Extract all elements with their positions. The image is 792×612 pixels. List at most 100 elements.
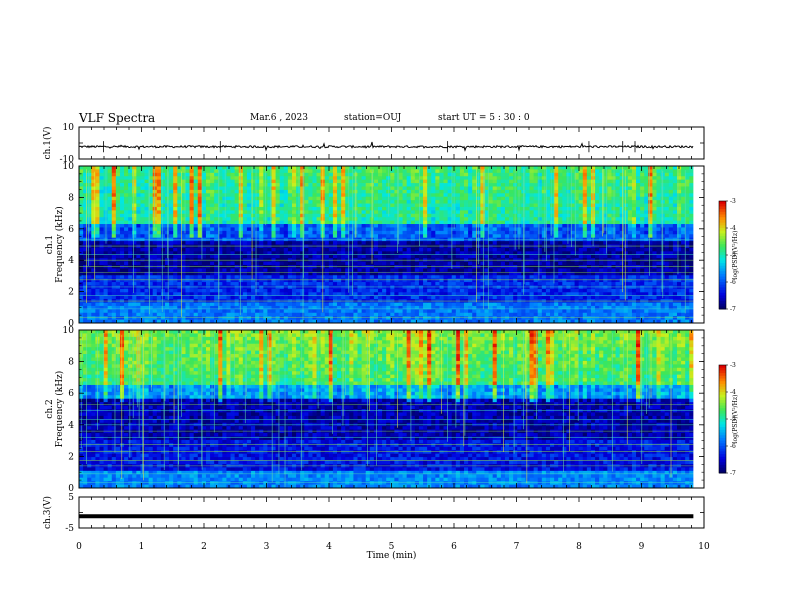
spectrogram-cell [373, 206, 379, 211]
spectrogram-cell [402, 316, 408, 320]
spectrogram-cell [398, 264, 403, 269]
spectrogram-cell [472, 241, 477, 245]
spectrogram-cell [210, 305, 215, 310]
spectrogram-cell [337, 282, 342, 286]
spectrogram-cell [144, 169, 150, 174]
spectrogram-cell [173, 271, 178, 276]
spectrogram-cell [308, 292, 313, 297]
spectrogram-cell [267, 220, 272, 225]
spectrogram-cell [492, 302, 498, 307]
spectrogram-cell [406, 247, 412, 252]
spectrogram-cell [316, 264, 322, 269]
spectrogram-cell [378, 264, 383, 269]
spectrogram-cell [255, 234, 260, 239]
spectrogram-cell [99, 268, 104, 273]
spectrogram-cell [279, 227, 285, 232]
spectrogram-cell [271, 285, 276, 290]
spectrogram-cell [439, 282, 444, 286]
spectrogram-cell [132, 247, 137, 252]
spectrogram-cell [259, 169, 264, 174]
spectrogram-cell [361, 295, 367, 300]
spectrogram-cell [496, 316, 502, 320]
spectrogram-cell [193, 169, 199, 174]
spectrogram-cell [357, 196, 363, 201]
spectrogram-cell [95, 217, 100, 222]
spectrogram-cell [148, 244, 154, 249]
spectrogram-cell [427, 295, 432, 300]
spectrogram-cell [91, 210, 96, 215]
spectrogram-cell [435, 278, 440, 283]
spectrogram-cell [472, 292, 477, 297]
spectrogram-cell [259, 251, 264, 256]
spectrogram-cell [418, 196, 424, 201]
spectrogram-cell [83, 193, 88, 198]
spectrogram-cell [373, 264, 379, 269]
spectrogram-cell [83, 244, 88, 249]
spectrogram-cell [124, 319, 129, 324]
spectrogram-cell [509, 206, 514, 211]
spectrogram-cell [443, 220, 449, 225]
spectrogram-cell [300, 268, 305, 273]
spectrogram-cell [361, 278, 367, 283]
spectrogram-cell [324, 316, 330, 320]
spectrogram-cell [357, 275, 363, 280]
spectrogram-cell [328, 282, 334, 286]
spectrogram-cell [390, 220, 395, 225]
spectrogram-cell [345, 288, 350, 293]
spectrogram-cell [349, 264, 354, 269]
spectrogram-cell [406, 285, 412, 290]
spectrogram-cell [242, 203, 248, 208]
spectrogram-cell [185, 206, 190, 211]
spectrogram-cell [115, 220, 121, 225]
spectrogram-cell [177, 278, 182, 283]
spectrogram-cell [115, 196, 121, 201]
spectrogram-cell [107, 247, 113, 252]
spectrogram-cell [259, 196, 264, 201]
spectrogram-cell [99, 172, 104, 177]
spectrogram-cell [242, 193, 248, 198]
spectrogram-cell [312, 206, 317, 211]
spectrogram-cell [378, 282, 383, 286]
spectrogram-cell [304, 217, 309, 222]
spectrogram-cell [103, 261, 109, 266]
spectrogram-cell [398, 247, 403, 252]
spectrogram-cell [500, 254, 506, 259]
spectrogram-cell [472, 172, 477, 177]
spectrogram-cell [267, 268, 272, 273]
spectrogram-cell [238, 210, 244, 215]
spectrogram-cell [181, 305, 186, 310]
spectrogram-cell [447, 200, 453, 204]
spectrogram-cell [115, 247, 121, 252]
spectrogram-cell [427, 206, 432, 211]
spectrogram-cell [193, 285, 199, 290]
spectrogram-cell [480, 230, 485, 235]
spectrogram-cell [140, 196, 145, 201]
spectrogram-cell [390, 312, 395, 317]
spectrogram-cell [144, 227, 150, 232]
spectrogram-cell [238, 206, 244, 211]
spectrogram-cell [201, 224, 207, 228]
spectrogram-cell [378, 213, 383, 218]
spectrogram-cell [156, 189, 162, 194]
spectrogram-cell [382, 183, 387, 187]
spectrogram-cell [316, 217, 322, 222]
spectrogram-cell [173, 319, 178, 324]
spectrogram-cell [509, 169, 514, 174]
spectrogram-cell [468, 302, 473, 307]
spectrogram-cell [464, 254, 469, 259]
spectrogram-cell [464, 305, 469, 310]
spectrogram-cell [283, 278, 289, 283]
spectrogram-cell [242, 292, 248, 297]
spectrogram-cell [95, 189, 100, 194]
spectrogram-cell [246, 278, 252, 283]
spectrogram-cell [300, 224, 305, 228]
spectrogram-cell [500, 309, 506, 314]
spectrogram-cell [160, 254, 166, 259]
spectrogram-cell [500, 316, 506, 320]
spectrogram-cell [205, 319, 211, 324]
spectrogram-cell [115, 213, 121, 218]
spectrogram-cell [390, 169, 395, 174]
spectrogram-cell [500, 268, 506, 273]
spectrogram-cell [218, 261, 223, 266]
spectrogram-cell [480, 275, 485, 280]
